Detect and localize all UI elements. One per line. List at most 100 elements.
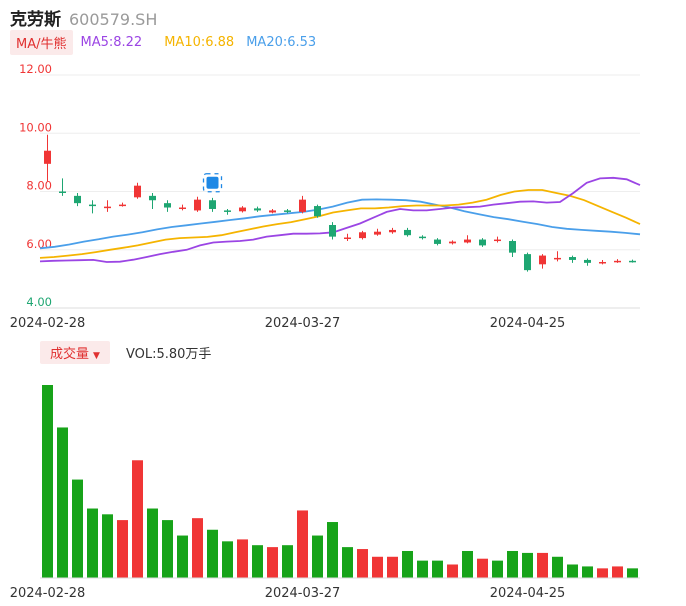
stock-title: 克劳斯 600579.SH: [10, 5, 158, 30]
candle-body: [134, 185, 141, 198]
volume-bar: [222, 541, 233, 578]
candle-body: [239, 207, 246, 212]
ma10-label: MA10:6.88: [164, 34, 235, 50]
volume-bar: [132, 460, 143, 578]
volume-bar: [417, 560, 428, 578]
volume-bar: [447, 564, 458, 578]
volume-bar: [252, 545, 263, 578]
volume-bar: [282, 545, 293, 578]
candle-body: [149, 195, 156, 201]
candle-body: [569, 257, 576, 260]
candle-body: [104, 206, 111, 209]
price-x-tick-label: 2024-04-25: [490, 316, 566, 331]
volume-bar: [567, 564, 578, 578]
volume-bar: [147, 508, 158, 578]
candle-body: [599, 261, 606, 264]
candle-body: [584, 259, 591, 263]
volume-bar: [57, 427, 68, 578]
dropdown-triangle-icon: ▼: [93, 350, 100, 361]
candle-body: [89, 204, 96, 207]
price-tick-label: 10.00: [19, 120, 52, 134]
candle-body: [284, 210, 291, 212]
stock-name: 克劳斯: [10, 10, 61, 30]
volume-x-tick-label: 2024-03-27: [265, 586, 341, 601]
volume-toggle-button[interactable]: 成交量 ▼: [40, 340, 110, 364]
ma-legend: MA/牛熊 MA5:8.22 MA10:6.88 MA20:6.53: [10, 29, 317, 55]
price-x-tick-label: 2024-03-27: [265, 316, 341, 331]
volume-bar: [477, 558, 488, 578]
candle-body: [44, 150, 51, 164]
volume-bar: [327, 522, 338, 578]
candle-body: [419, 236, 426, 239]
price-tick-label: 4.00: [26, 295, 52, 309]
candle-body: [479, 239, 486, 246]
volume-bar: [102, 514, 113, 578]
volume-bar: [72, 479, 83, 578]
volume-bar: [492, 560, 503, 578]
candle-body: [509, 241, 516, 253]
candle-body: [434, 239, 441, 244]
volume-bar: [507, 550, 518, 578]
volume-bar: [342, 547, 353, 578]
candle-body: [59, 191, 66, 193]
price-tick-label: 12.00: [19, 62, 52, 76]
volume-bar: [192, 518, 203, 578]
volume-toggle-label: 成交量: [50, 346, 90, 362]
volume-bar: [237, 539, 248, 578]
volume-bar: [42, 385, 53, 578]
ma10-line: [39, 189, 641, 259]
volume-bar: [207, 529, 218, 578]
price-tick-label: 6.00: [26, 237, 52, 251]
volume-bar: [87, 508, 98, 578]
candle-body: [209, 200, 216, 209]
candle-body: [179, 207, 186, 210]
volume-bar: [297, 510, 308, 578]
volume-bar: [612, 566, 623, 578]
candle-body: [464, 239, 471, 243]
volume-bar: [462, 550, 473, 578]
candle-body: [119, 204, 126, 207]
volume-bar: [162, 520, 173, 578]
stock-code: 600579.SH: [69, 10, 158, 29]
volume-legend: 成交量 ▼ VOL:5.80万手: [40, 340, 212, 364]
volume-bar: [522, 552, 533, 578]
volume-bar: [552, 556, 563, 578]
candle-body: [224, 210, 231, 212]
volume-bar: [267, 547, 278, 578]
volume-bar: [402, 550, 413, 578]
event-badge-icon: [206, 176, 219, 189]
candle-body: [299, 199, 306, 212]
volume-bar: [432, 560, 443, 578]
candle-body: [74, 195, 81, 204]
volume-bar: [387, 556, 398, 578]
volume-bar: [312, 535, 323, 578]
ma20-line: [39, 198, 641, 250]
candle-body: [329, 224, 336, 237]
candle-body: [449, 241, 456, 244]
candle-body: [554, 257, 561, 260]
volume-bar: [117, 520, 128, 578]
ma-toggle-button[interactable]: MA/牛熊: [10, 29, 73, 55]
ma20-label: MA20:6.53: [246, 34, 317, 50]
volume-value: VOL:5.80万手: [125, 346, 212, 362]
volume-bar: [177, 535, 188, 578]
candle-body: [539, 255, 546, 265]
candle-body: [389, 229, 396, 233]
candle-body: [629, 260, 636, 263]
candle-body: [314, 206, 321, 217]
volume-bar: [357, 549, 368, 578]
candle-body: [524, 254, 531, 271]
volume-bar: [582, 566, 593, 578]
candle-body: [374, 231, 381, 235]
candle-body: [254, 208, 261, 211]
volume-x-tick-label: 2024-02-28: [10, 586, 86, 601]
volume-x-tick-label: 2024-04-25: [490, 586, 566, 601]
candle-body: [359, 232, 366, 239]
volume-bar: [597, 568, 608, 578]
candle-body: [164, 203, 171, 208]
ma5-line: [39, 176, 641, 263]
candle-body: [194, 199, 201, 211]
candle-body: [269, 210, 276, 213]
price-x-tick-label: 2024-02-28: [10, 316, 86, 331]
